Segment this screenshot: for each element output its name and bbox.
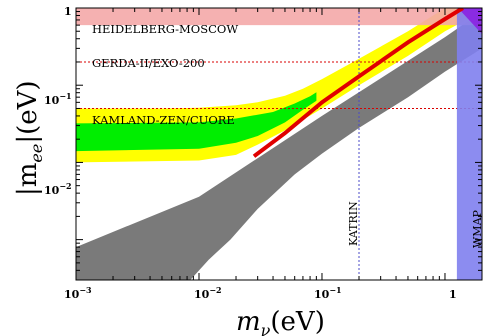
x-tick-label-1e-3: 10−3 [64, 285, 92, 301]
x-axis-title: mν(eV) [236, 307, 325, 336]
y-axis-title: |mee|(eV) [13, 80, 46, 196]
plot-area [76, 8, 482, 280]
red-curve [252, 8, 464, 158]
gray-band [76, 11, 482, 280]
x-axis-tick-labels: 10−3 10−2 10−1 1 [64, 285, 457, 301]
katrin-label: KATRIN [347, 201, 360, 246]
plot-frame [75, 7, 483, 281]
x-tick-label-1: 1 [449, 288, 457, 301]
wmap-excluded-band [456, 8, 482, 280]
heidelberg-moscow-excluded-band [76, 8, 482, 26]
y-tick-label-1e-1: 10−1 [44, 91, 72, 107]
y-tick-label-1: 1 [64, 5, 72, 18]
y-tick-label-1e-2: 10−2 [44, 181, 72, 197]
purple-corner-region [458, 8, 482, 34]
x-tick-label-1e-2: 10−2 [194, 285, 222, 301]
experiment-labels: HEIDELBERG-MOSCOW GERDA-II/EXO-200 KAMLA… [92, 22, 483, 248]
wmap-label: WMAP [471, 209, 483, 248]
y-axis-ticks [76, 7, 482, 281]
heidelberg-moscow-label: HEIDELBERG-MOSCOW [92, 22, 238, 36]
y-axis-tick-labels: 1 10−1 10−2 [44, 5, 72, 197]
gerda-exo-label: GERDA-II/EXO-200 [92, 56, 205, 70]
x-tick-label-1e-1: 10−1 [314, 285, 342, 301]
kamland-cuore-label: KAMLAND-ZEN/CUORE [92, 113, 235, 127]
green-band [76, 92, 317, 152]
